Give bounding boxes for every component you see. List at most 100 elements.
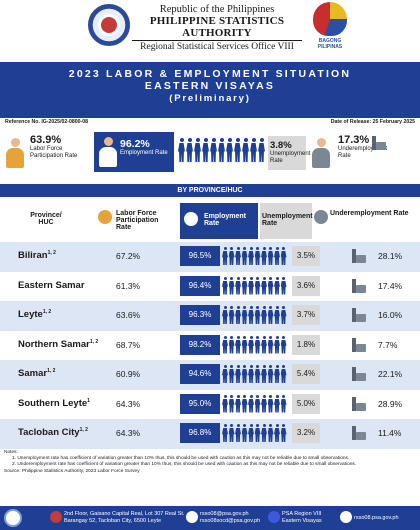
briefcase-icon [352, 367, 366, 381]
emp-label: Employment Rate [120, 150, 168, 156]
footer-email-2[interactable]: rsso08socd@psa.gov.ph [200, 518, 261, 524]
person-icon [178, 138, 185, 162]
person-icon [235, 276, 241, 295]
col-header-lfpr: Labor Force Participation Rate [96, 200, 176, 240]
person-icon [248, 394, 254, 413]
lfpr-value: 67.2% [116, 251, 141, 261]
person-icon [281, 335, 287, 354]
province-name-text: Leyte [18, 309, 43, 321]
province-name: Northern Samar1, 2 [18, 339, 98, 350]
person-icon [261, 335, 267, 354]
col-header-lfpr-label: Labor Force Participation Rate [116, 210, 159, 231]
province-name-text: Eastern Samar [18, 279, 85, 291]
person-icon [222, 247, 228, 265]
table-row: Biliran1, 2 67.2% 96.5% 3.5% 28.1% [0, 242, 420, 272]
psa-seal-logo [88, 4, 130, 46]
notes-heading: Notes: [4, 450, 18, 455]
under-col-icon [314, 210, 328, 224]
person-icon [248, 424, 254, 442]
employment-people-icons [222, 247, 288, 265]
employment-people-icons [222, 424, 288, 442]
emp-value: 96.5% [180, 246, 220, 266]
psa-footer-logo [4, 509, 22, 527]
person-icon [281, 276, 287, 295]
emp-value: 96.4% [180, 275, 220, 296]
province-name: Eastern Samar [18, 280, 85, 291]
person-icon [261, 276, 267, 295]
person-icon [229, 276, 235, 295]
person-icon [281, 365, 287, 383]
col-header-unemp: Unemployment Rate [260, 203, 313, 239]
person-icon [274, 424, 280, 442]
footer-fb-2[interactable]: Eastern Visayas [282, 518, 322, 524]
footer-email-1[interactable]: rsso08@psa.gov.ph [200, 511, 249, 517]
employment-people-icons [222, 365, 288, 383]
person-icon [229, 424, 235, 442]
emp-value: 96.3% [180, 305, 220, 325]
note-marker: 1, 2 [79, 427, 88, 433]
person-icon [274, 306, 280, 324]
person-icon [229, 394, 235, 413]
lfpr-value: 68.7% [116, 339, 141, 350]
table-row: Samar1, 2 60.9% 94.6% 5.4% 22.1% [0, 360, 420, 390]
note-marker: 1, 2 [42, 309, 52, 315]
website-icon [340, 511, 352, 523]
emp-value: 94.6% [180, 364, 220, 384]
under-value: 17.4% [378, 280, 403, 291]
briefcase-icon [352, 337, 366, 352]
employment-summary: 96.2% Employment Rate [94, 132, 174, 172]
province-name: Biliran1, 2 [18, 250, 56, 261]
person-icon [222, 424, 228, 442]
footer-emails[interactable]: rsso08@psa.gov.ph rsso08socd@psa.gov.ph [200, 511, 260, 525]
person-icon [281, 424, 287, 442]
person-icon [234, 138, 241, 162]
employment-people-icons [222, 394, 288, 413]
person-icon [222, 306, 228, 324]
reference-number: Reference No. IG-2025/02-0800-08 [5, 119, 89, 125]
emp-col-icon [184, 212, 198, 226]
person-icon [255, 365, 261, 383]
footer-facebook[interactable]: PSA Region VIII Eastern Visayas [282, 511, 322, 525]
person-icon [222, 335, 228, 354]
lfpr-value: 63.9% [30, 134, 62, 146]
note-1: 1. Unemployment rate has coefficient of … [12, 456, 350, 462]
person-icon [186, 138, 193, 162]
briefcase-icon [352, 426, 366, 440]
person-icon [226, 138, 233, 162]
title-line2: EASTERN VISAYAS [144, 80, 276, 92]
person-icon [229, 365, 235, 383]
person-icon [242, 424, 248, 442]
person-icon [255, 306, 261, 324]
lfpr-value: 61.3% [116, 280, 141, 291]
person-icon [274, 247, 280, 265]
unemployment-summary: 3.8% Unemployment Rate [268, 136, 311, 170]
person-icon [261, 247, 267, 265]
employment-people-icons [222, 276, 288, 295]
under-value: 11.4% [378, 428, 402, 438]
briefcase-icon [352, 396, 366, 411]
footer-address-2: Barangay 52, Tacloban City, 6500 Leyte [64, 518, 162, 524]
footer-website[interactable]: rsso08.psa.gov.ph [354, 515, 399, 521]
job-seeker-icon [310, 138, 332, 168]
person-icon [268, 365, 274, 383]
province-name: Tacloban City1, 2 [18, 427, 88, 438]
col-header-province: Province/ HUC [0, 200, 92, 240]
unemp-label: Unemployment Rate [270, 151, 311, 164]
employee-icon [97, 137, 119, 167]
person-icon [261, 394, 267, 413]
person-icon [255, 424, 261, 442]
title-line1: 2023 LABOR & EMPLOYMENT SITUATION [68, 68, 352, 80]
release-date: Date of Release: 25 February 2025 [330, 119, 415, 125]
lfpr-value: 64.3% [116, 428, 141, 438]
person-icon [274, 276, 280, 295]
person-icon [242, 306, 248, 324]
office-name: Regional Statistical Services Office VII… [140, 42, 294, 52]
unemp-value: 3.7% [292, 305, 320, 325]
footer-fb-1[interactable]: PSA Region VIII [282, 511, 322, 517]
lfpr-value: 60.9% [116, 369, 141, 379]
under-value: 28.9% [378, 398, 403, 409]
briefcase-icon [352, 278, 366, 293]
person-icon [229, 306, 235, 324]
person-icon [248, 365, 254, 383]
person-icon [255, 276, 261, 295]
